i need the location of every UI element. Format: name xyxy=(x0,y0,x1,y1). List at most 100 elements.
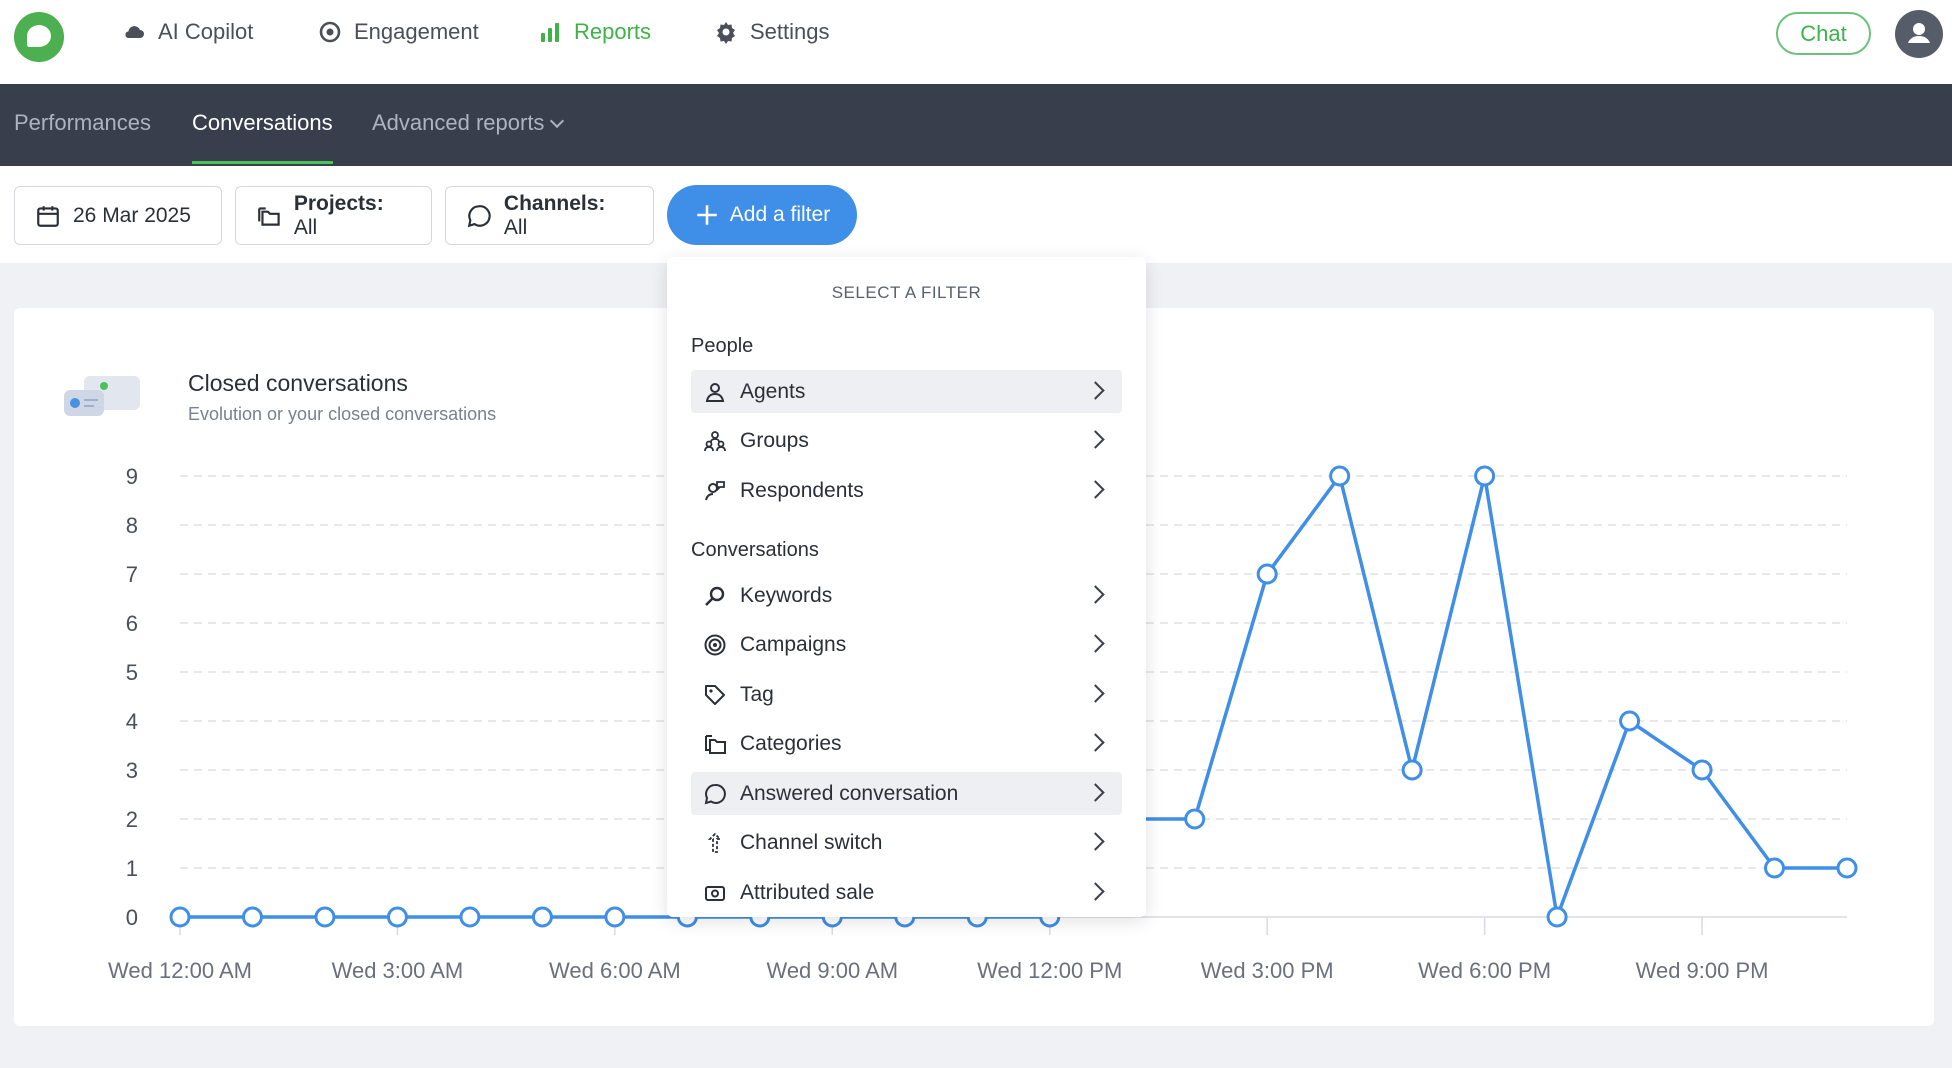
data-point xyxy=(169,906,191,928)
tab-advanced-reports[interactable]: Advanced reports xyxy=(372,110,565,166)
x-tick-label: Wed 6:00 AM xyxy=(549,958,681,983)
chat-button[interactable]: Chat xyxy=(1776,12,1871,55)
nav-settings-label: Settings xyxy=(750,19,830,44)
add-filter-label: Add a filter xyxy=(729,203,831,226)
filter-option-attributed-sale[interactable]: Attributed sale xyxy=(691,871,1122,914)
x-tick-label: Wed 6:00 PM xyxy=(1418,958,1551,983)
x-tick-label: Wed 3:00 AM xyxy=(332,958,464,983)
nav-ai-copilot-label: AI Copilot xyxy=(158,19,254,44)
conversations-illustration-icon xyxy=(64,376,140,416)
x-tick-label: Wed 9:00 PM xyxy=(1636,958,1769,983)
chevron-right-icon xyxy=(1086,634,1105,653)
y-tick-label: 4 xyxy=(126,709,138,734)
user-avatar[interactable] xyxy=(1895,10,1943,58)
card-subtitle: Evolution or your closed conversations xyxy=(188,404,497,424)
dropdown-heading: SELECT A FILTER xyxy=(831,283,982,302)
data-point xyxy=(314,906,336,928)
nav-engagement[interactable]: Engagement xyxy=(318,18,479,46)
nav-reports[interactable]: Reports xyxy=(538,18,651,46)
sale-icon xyxy=(705,885,725,901)
tab-performances[interactable]: Performances xyxy=(14,110,151,166)
y-tick-label: 0 xyxy=(126,905,138,930)
data-point xyxy=(1619,710,1641,732)
series-line xyxy=(180,474,1847,919)
data-point xyxy=(1256,563,1278,585)
chevron-right-icon xyxy=(1086,585,1105,604)
top-nav: AI Copilot Engagement Reports Settings C… xyxy=(0,0,1952,84)
filter-option-answered-conversation[interactable]: Answered conversation xyxy=(691,772,1122,815)
filter-option-label: Tag xyxy=(740,682,774,706)
chevron-right-icon xyxy=(1086,430,1105,449)
chat-bubble-icon xyxy=(704,783,726,804)
bar-chart-icon xyxy=(541,23,559,42)
filter-option-tag[interactable]: Tag xyxy=(691,673,1122,716)
nav-settings[interactable]: Settings xyxy=(714,18,830,46)
projects-filter-value: All xyxy=(293,215,318,239)
filter-option-channel-switch[interactable]: Channel switch xyxy=(691,821,1122,864)
data-point xyxy=(1184,808,1206,830)
filter-option-label: Agents xyxy=(740,379,806,403)
data-point xyxy=(241,906,263,928)
filter-option-agents[interactable]: Agents xyxy=(691,370,1122,413)
filter-option-keywords[interactable]: Keywords xyxy=(691,574,1122,617)
y-tick-label: 2 xyxy=(126,807,138,832)
tab-performances-label: Performances xyxy=(14,110,151,135)
chevron-right-icon xyxy=(1086,381,1105,400)
filter-option-respondents[interactable]: Respondents xyxy=(691,469,1122,512)
date-filter-button[interactable]: 26 Mar 2025 xyxy=(14,186,222,245)
tab-conversations-label: Conversations xyxy=(192,110,333,135)
channel-switch-icon xyxy=(707,832,723,853)
filter-dropdown: SELECT A FILTER People Agents Groups Res… xyxy=(667,257,1146,917)
chevron-right-icon xyxy=(1086,733,1105,752)
data-point xyxy=(531,906,553,928)
nav-reports-label: Reports xyxy=(574,19,652,44)
respondent-icon xyxy=(705,480,725,500)
y-tick-label: 8 xyxy=(126,513,138,538)
y-tick-label: 3 xyxy=(126,758,138,783)
filter-option-label: Answered conversation xyxy=(740,781,959,805)
card-title: Closed conversations xyxy=(188,370,408,396)
x-tick-label: Wed 9:00 AM xyxy=(766,958,898,983)
tag-icon xyxy=(705,684,725,705)
projects-filter-button[interactable]: Projects: All xyxy=(235,186,432,245)
data-point xyxy=(1329,465,1351,487)
chevron-right-icon xyxy=(1086,882,1105,901)
nav-ai-copilot[interactable]: AI Copilot xyxy=(122,18,253,46)
chevron-right-icon xyxy=(1086,480,1105,499)
y-tick-label: 6 xyxy=(126,611,138,636)
filter-option-campaigns[interactable]: Campaigns xyxy=(691,623,1122,666)
filter-option-groups[interactable]: Groups xyxy=(691,419,1122,462)
date-filter-label: 26 Mar 2025 xyxy=(73,203,191,227)
add-filter-button[interactable]: Add a filter xyxy=(667,185,857,245)
filter-option-label: Keywords xyxy=(740,583,833,607)
data-point xyxy=(1691,759,1713,781)
projects-filter-label: Projects: xyxy=(293,191,384,215)
app-logo[interactable] xyxy=(14,12,64,62)
filter-option-categories[interactable]: Categories xyxy=(691,722,1122,765)
data-point xyxy=(1474,465,1496,487)
filter-option-label: Campaigns xyxy=(740,632,847,656)
gear-icon xyxy=(717,22,735,44)
user-icon xyxy=(1908,23,1930,43)
search-icon xyxy=(705,586,725,606)
data-point xyxy=(604,906,626,928)
filter-option-label: Channel switch xyxy=(740,830,883,854)
conversations-group-heading: Conversations xyxy=(691,539,819,561)
tab-conversations[interactable]: Conversations xyxy=(192,110,333,166)
chevron-right-icon xyxy=(1086,783,1105,802)
x-tick-label: Wed 3:00 PM xyxy=(1201,958,1334,983)
channels-filter-value: All xyxy=(503,215,528,239)
channels-filter-button[interactable]: Channels: All xyxy=(445,186,654,245)
target-icon xyxy=(704,634,726,655)
channels-filter-label: Channels: xyxy=(503,191,606,215)
people-group-heading: People xyxy=(691,335,754,357)
chevron-right-icon xyxy=(1086,684,1105,703)
y-tick-label: 1 xyxy=(126,856,138,881)
data-point xyxy=(459,906,481,928)
filter-option-label: Respondents xyxy=(740,478,864,502)
data-point xyxy=(386,906,408,928)
folders-icon xyxy=(705,734,726,754)
tab-advanced-reports-label: Advanced reports xyxy=(372,110,545,135)
users-group-icon xyxy=(704,430,726,451)
y-tick-label: 5 xyxy=(126,660,138,685)
